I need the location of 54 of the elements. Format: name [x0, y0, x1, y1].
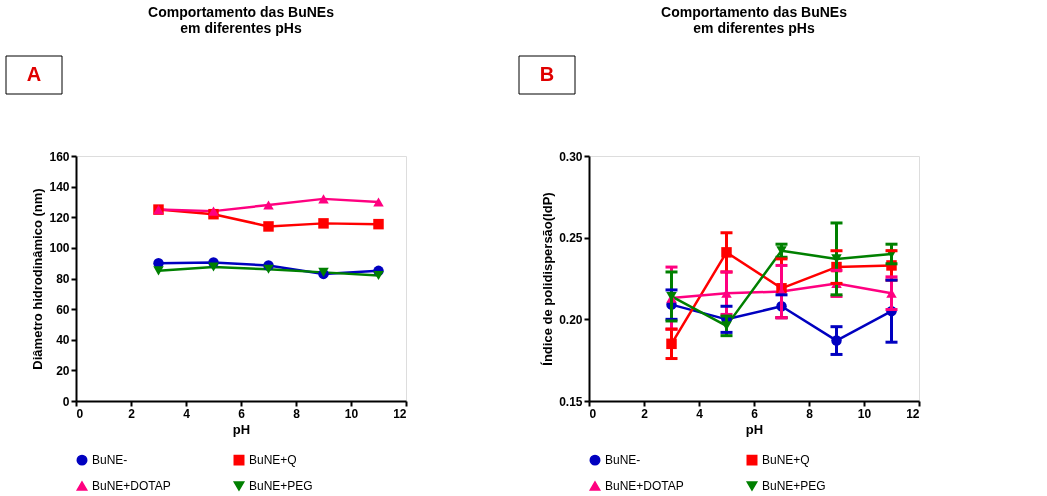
- x-tick-label: 10: [857, 406, 872, 421]
- x-tick-label: 12: [393, 406, 407, 421]
- y-tick-label: 60: [56, 302, 70, 317]
- x-tick-label: 10: [344, 406, 359, 421]
- x-tick-label: 4: [183, 406, 191, 421]
- y-tick-label: 100: [49, 241, 70, 256]
- y-tick-label: 0.15: [559, 394, 583, 409]
- y-tick-label: 80: [56, 272, 70, 286]
- y-tick-label: 0.30: [559, 149, 583, 164]
- x-tick-label: 2: [128, 406, 136, 421]
- y-tick-label: 160: [49, 149, 70, 164]
- x-tick-label: 6: [238, 406, 246, 421]
- legend-label: BuNE-: [605, 453, 641, 468]
- point: [263, 221, 274, 232]
- point: [208, 206, 219, 216]
- y-tick-label: 0.25: [559, 231, 583, 246]
- x-tick-label: 0: [589, 406, 597, 421]
- legend-label: BuNE+Q: [249, 453, 297, 468]
- x-tick-label: 4: [696, 406, 704, 421]
- y-axis-title: Diâmetro hidrodinâmico (nm): [30, 188, 46, 370]
- legend-label: BuNE-: [92, 453, 128, 468]
- point: [208, 262, 219, 272]
- x-tick-label: 12: [906, 406, 920, 421]
- y-tick-label: 0: [62, 394, 70, 409]
- legend-label: BuNE+PEG: [249, 479, 313, 493]
- legend-label: BuNE+DOTAP: [605, 479, 684, 493]
- y-tick-label: 40: [56, 333, 70, 348]
- point: [153, 266, 164, 276]
- legend-label: BuNE+Q: [762, 453, 810, 468]
- legend-label: BuNE+PEG: [762, 479, 826, 493]
- point: [373, 270, 384, 280]
- x-axis-title: pH: [232, 421, 251, 437]
- point: [263, 264, 274, 274]
- x-tick-label: 8: [293, 406, 301, 421]
- point: [318, 218, 329, 229]
- point: [373, 197, 384, 207]
- chart-title: Comportamento das BuNEs em diferentes pHs: [661, 3, 848, 36]
- y-axis-title: Índice de polidispersão(IdP): [540, 192, 556, 366]
- y-tick-label: 120: [49, 210, 70, 225]
- x-tick-label: 8: [806, 406, 814, 421]
- text: B: [539, 63, 555, 85]
- y-tick-label: 20: [56, 363, 70, 378]
- point: [373, 218, 384, 230]
- x-axis-title: pH: [745, 421, 764, 437]
- x-tick-label: 2: [641, 406, 649, 421]
- point: [263, 200, 274, 210]
- x-tick-label: 6: [751, 406, 759, 421]
- chart-title: Comportamento das BuNEs em diferentes pHs: [148, 3, 335, 36]
- x-tick-label: 0: [76, 406, 84, 421]
- y-tick-label: 140: [49, 180, 70, 195]
- text: A: [26, 63, 42, 85]
- legend-label: BuNE+DOTAP: [92, 479, 171, 493]
- point: [318, 194, 329, 204]
- y-tick-label: 0.20: [559, 312, 583, 327]
